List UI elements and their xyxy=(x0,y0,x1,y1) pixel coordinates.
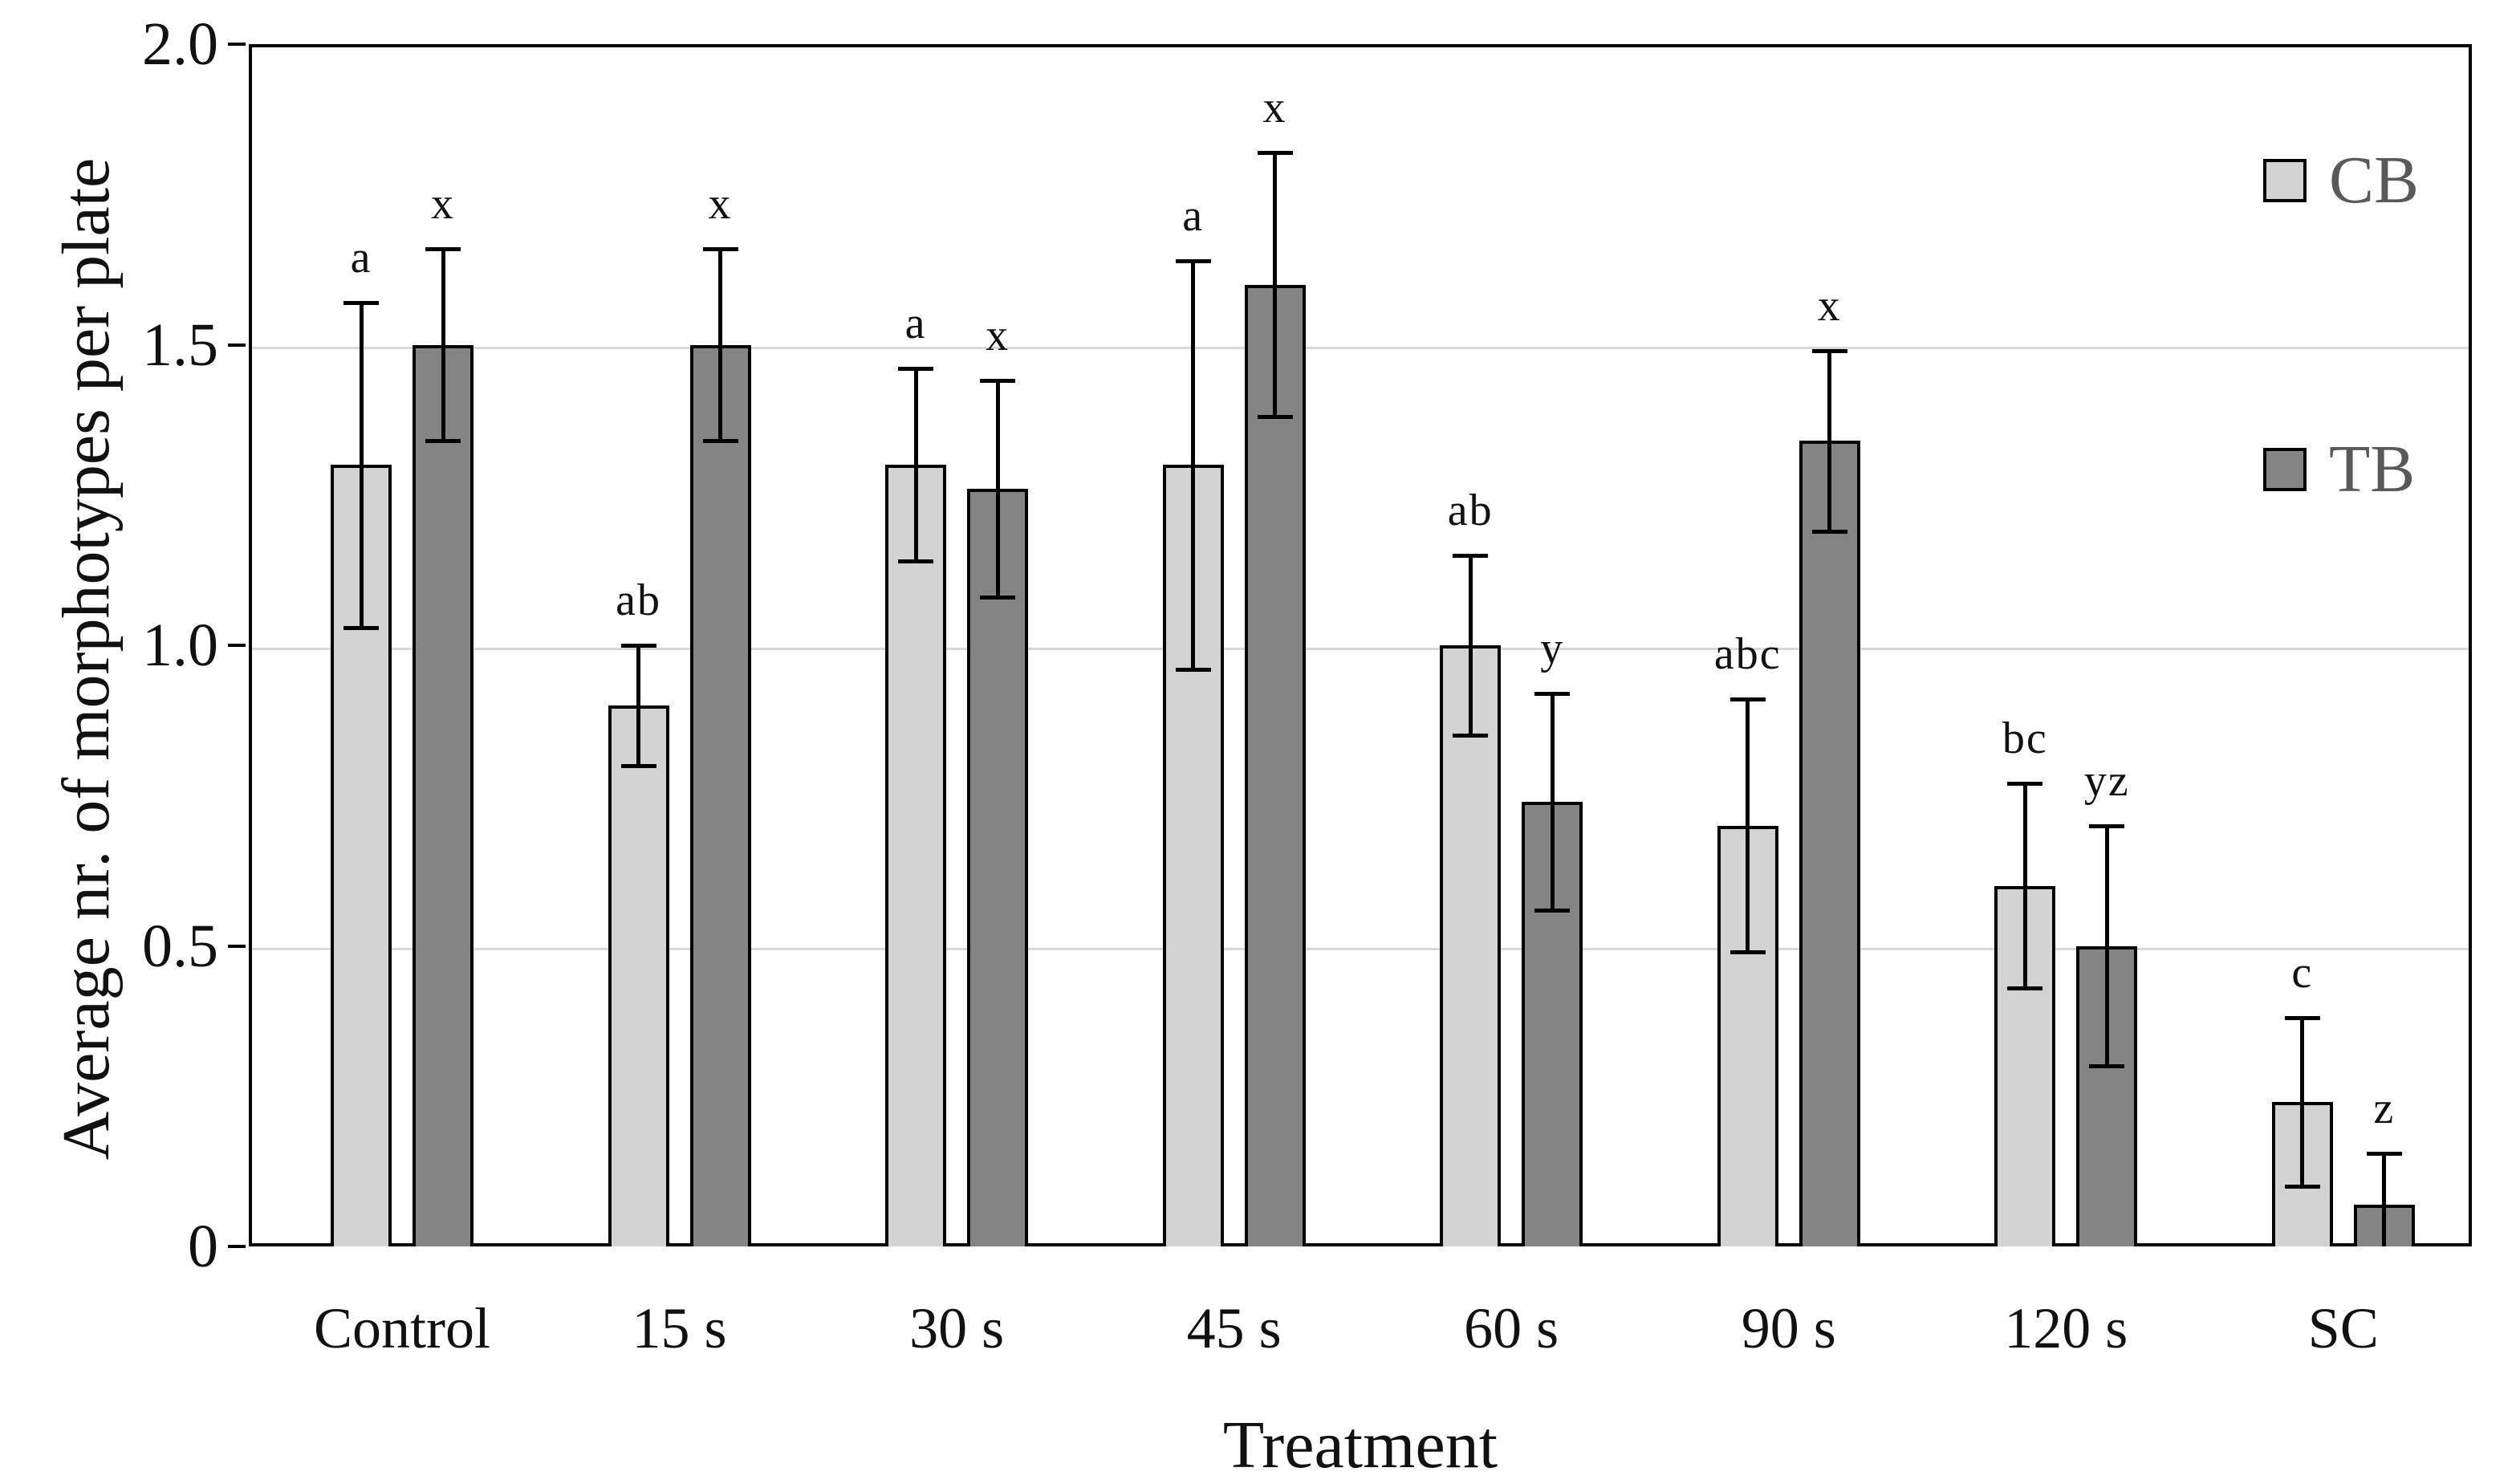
x-tick-label: 30 s xyxy=(909,1296,1005,1360)
legend-label-cb: CB xyxy=(2329,143,2420,218)
y-tick-mark xyxy=(228,343,246,347)
gridline xyxy=(252,647,2469,650)
x-tick-label: 45 s xyxy=(1186,1296,1282,1360)
y-axis-title: Average nr. of morphotypes per plate xyxy=(49,157,124,1161)
plot-area xyxy=(249,44,2472,1246)
x-tick-label: 120 s xyxy=(2004,1296,2128,1360)
y-tick-mark xyxy=(228,944,246,948)
y-tick-mark xyxy=(228,43,246,46)
gridline xyxy=(252,948,2469,950)
x-tick-label: 15 s xyxy=(632,1296,727,1360)
legend-swatch-tb xyxy=(2263,448,2307,491)
y-tick-mark xyxy=(228,1245,246,1248)
y-tick-mark xyxy=(228,644,246,647)
x-tick-label: 90 s xyxy=(1741,1296,1836,1360)
gridline xyxy=(252,347,2469,349)
legend-swatch-cb xyxy=(2263,159,2307,202)
x-tick-label: 60 s xyxy=(1464,1296,1559,1360)
x-tick-label: Control xyxy=(313,1296,490,1360)
x-tick-label: SC xyxy=(2307,1296,2379,1360)
legend-label-tb: TB xyxy=(2329,432,2416,506)
x-axis-title: Treatment xyxy=(1222,1408,1498,1482)
